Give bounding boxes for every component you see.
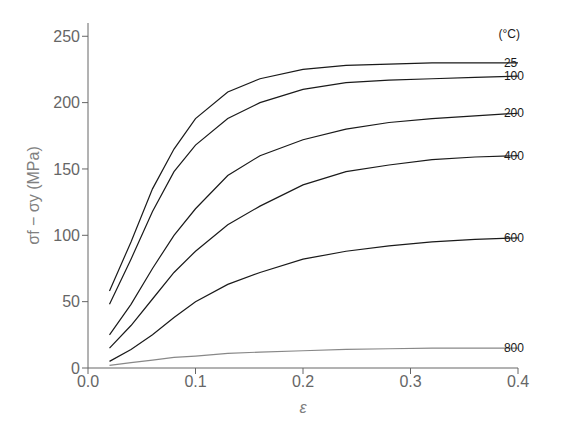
svg-text:400: 400	[504, 149, 524, 163]
svg-text:0.3: 0.3	[399, 373, 421, 390]
svg-text:25: 25	[504, 56, 518, 70]
svg-text:ε: ε	[299, 399, 307, 416]
svg-text:0: 0	[71, 360, 80, 377]
svg-text:0.2: 0.2	[292, 373, 314, 390]
svg-text:800: 800	[504, 341, 524, 355]
svg-text:0.0: 0.0	[77, 373, 99, 390]
svg-text:200: 200	[53, 94, 80, 111]
svg-text:100: 100	[53, 227, 80, 244]
svg-text:100: 100	[504, 69, 524, 83]
svg-text:σf − σy (MPa): σf − σy (MPa)	[25, 146, 42, 244]
svg-text:150: 150	[53, 161, 80, 178]
svg-text:250: 250	[53, 28, 80, 45]
svg-text:200: 200	[504, 106, 524, 120]
svg-text:0.1: 0.1	[184, 373, 206, 390]
svg-text:0.4: 0.4	[507, 373, 529, 390]
svg-text:50: 50	[62, 293, 80, 310]
svg-text:(°C): (°C)	[499, 27, 520, 41]
svg-text:600: 600	[504, 231, 524, 245]
